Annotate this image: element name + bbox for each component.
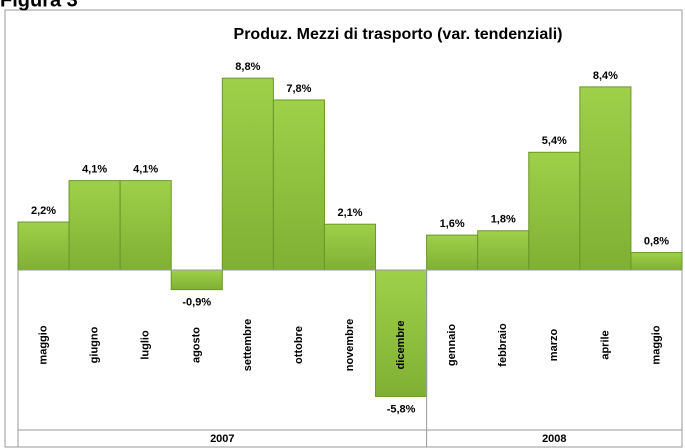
value-label: 2,1% (337, 207, 362, 219)
bar (630, 252, 683, 271)
group-label: 2007 (210, 433, 234, 445)
bar (323, 223, 377, 271)
value-label: 4,1% (82, 164, 107, 176)
value-label: 8,8% (235, 61, 260, 73)
x-tick-label: dicembre (395, 321, 407, 370)
x-tick-label: luglio (140, 330, 152, 360)
chart-title: Produz. Mezzi di trasporto (var. tendenz… (234, 26, 563, 43)
x-tick-label: giugno (89, 326, 101, 363)
value-label: 1,6% (440, 218, 465, 230)
value-label: -0,9% (182, 297, 211, 309)
bar (579, 86, 632, 271)
x-tick-label: settembre (242, 319, 254, 372)
bar (68, 180, 121, 271)
bar (119, 180, 172, 271)
group-label: 2008 (542, 433, 566, 445)
value-label: 5,4% (542, 135, 567, 147)
value-label: 8,4% (593, 70, 618, 82)
x-tick-label: novembre (344, 319, 356, 372)
x-tick-label: maggio (650, 325, 662, 364)
bar (221, 77, 274, 271)
bar (170, 269, 223, 291)
value-label: 7,8% (286, 83, 311, 95)
bar (528, 151, 581, 271)
bar (272, 99, 325, 271)
x-tick-label: marzo (548, 329, 560, 362)
bar (426, 234, 479, 271)
value-label: 4,1% (133, 164, 158, 176)
x-tick-label: aprile (599, 330, 611, 359)
bar (477, 230, 530, 271)
figure-label: Figura 3 (0, 0, 78, 11)
x-tick-label: agosto (191, 327, 203, 363)
value-label: 0,8% (644, 235, 669, 247)
bar (375, 269, 428, 397)
value-label: 1,8% (491, 214, 516, 226)
x-tick-label: maggio (37, 325, 49, 364)
x-tick-label: gennaio (446, 324, 458, 366)
value-label: -5,8% (387, 403, 416, 415)
x-tick-label: ottobre (293, 326, 305, 364)
value-label: 2,2% (31, 205, 56, 217)
x-tick-label: febbraio (497, 323, 509, 367)
bar (17, 221, 70, 271)
